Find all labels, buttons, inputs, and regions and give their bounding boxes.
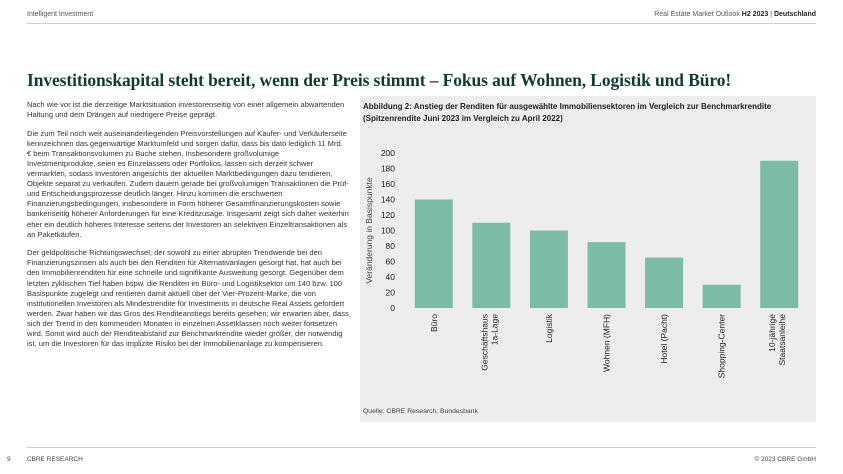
header-country: Deutschland [773,11,816,18]
y-tick-label: 120 [381,210,395,220]
bar [645,257,684,308]
bar [760,160,799,308]
paragraph-2: Die zum Teil noch weit auseinanderliegen… [27,128,349,239]
bar [529,230,568,308]
bar [414,199,453,308]
y-tick-label: 180 [381,164,395,174]
header-report-name: Real Estate Market Outlook [654,11,740,18]
bar [472,222,511,308]
figure-panel: Abbildung 2: Anstieg der Renditen für au… [360,96,816,422]
x-category-label: Hotel (Pacht) [659,314,669,364]
footer-brand: CBRE RESEARCH [26,456,83,463]
header-separator: | [770,11,773,18]
x-category-label: Wohnen (MFH) [602,314,612,372]
footer-left: 9 CBRE RESEARCH [7,456,83,463]
y-tick-label: 20 [386,288,396,298]
y-tick-label: 140 [381,195,395,205]
y-tick-label: 200 [381,148,395,158]
figure-title-line-1: Abbildung 2: Anstieg der Renditen für au… [363,102,772,111]
x-category-label: Logistik [544,313,554,343]
bar [702,284,741,308]
figure-title: Abbildung 2: Anstieg der Renditen für au… [363,101,815,124]
body-text: Nach wie vor ist die derzeitige Marktsit… [27,100,349,358]
y-axis-label: Veränderung in Basispunkte [364,177,374,284]
figure-title-line-2: (Spitzenrendite Juni 2023 im Vergleich z… [363,113,563,123]
paragraph-1: Nach wie vor ist die derzeitige Marktsit… [27,100,345,120]
footer-copyright: © 2023 CBRE GmbH [754,456,816,463]
bar-chart: Veränderung in Basispunkte 0 20 40 60 80 100 12… [364,148,799,378]
paragraph-3: Der geldpolitische Richtungswechsel, der… [27,248,349,349]
y-tick-label: 100 [381,226,395,236]
figure-source: Quelle: CBRE Research, Bundesbank [363,408,478,415]
x-category-label: 10-jährigeStaatsanleihe [767,314,787,366]
x-category-label: Büro [429,314,439,332]
page-number: 9 [7,456,11,463]
y-tick-label: 160 [381,179,395,189]
y-tick-label: 40 [386,272,396,282]
y-tick-label: 0 [390,303,395,313]
header-divider [27,23,816,24]
page-title: Investitionskapital steht bereit, wenn d… [27,70,732,90]
header-period: H2 2023 [741,11,769,18]
y-tick-label: 60 [386,257,396,267]
x-category-label: Geschäftshaus1a-Lage [479,314,499,371]
footer-divider [27,447,816,448]
header-report: Real Estate Market Outlook H2 2023 | Deu… [654,11,816,18]
y-tick-label: 80 [386,241,396,251]
header-brand: Intelligent Investment [27,11,94,18]
bar [587,242,626,308]
x-category-label: Shopping-Center [717,314,727,378]
